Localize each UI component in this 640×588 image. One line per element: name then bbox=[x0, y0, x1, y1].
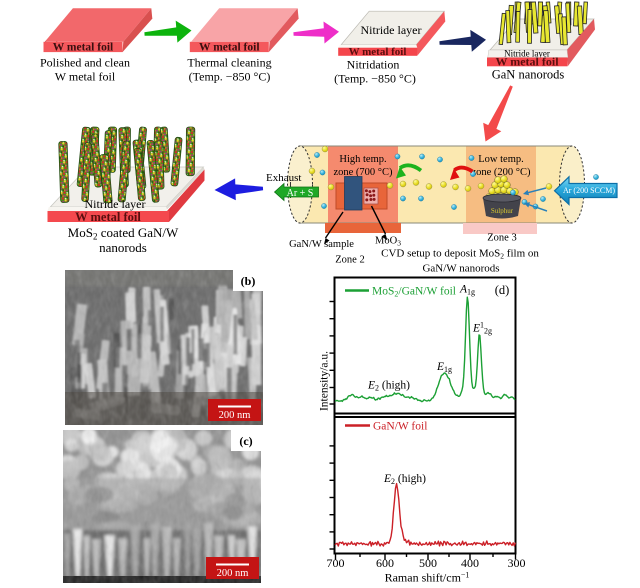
svg-text:Nitride layer: Nitride layer bbox=[504, 48, 550, 58]
svg-text:700: 700 bbox=[327, 556, 345, 570]
svg-text:(Temp. −850 °C): (Temp. −850 °C) bbox=[334, 72, 416, 86]
svg-text:GaN/W sample: GaN/W sample bbox=[289, 239, 354, 250]
svg-text:(c): (c) bbox=[239, 434, 252, 448]
svg-text:(b): (b) bbox=[241, 274, 256, 288]
svg-text:(d): (d) bbox=[495, 283, 510, 297]
svg-text:A1g: A1g bbox=[459, 284, 475, 297]
svg-text:Low temp.: Low temp. bbox=[478, 154, 524, 165]
svg-text:E2 (high): E2 (high) bbox=[383, 473, 426, 486]
svg-text:nanorods: nanorods bbox=[99, 240, 147, 255]
svg-text:zone (700 °C): zone (700 °C) bbox=[333, 167, 393, 178]
svg-text:W metal foil: W metal foil bbox=[495, 54, 559, 68]
svg-text:W metal foil: W metal foil bbox=[349, 46, 407, 58]
svg-text:200 nm: 200 nm bbox=[217, 568, 249, 579]
svg-text:200 nm: 200 nm bbox=[219, 410, 251, 421]
svg-text:MoS2/GaN/W foil: MoS2/GaN/W foil bbox=[372, 286, 456, 299]
svg-text:Zone 2: Zone 2 bbox=[335, 255, 364, 266]
svg-text:600: 600 bbox=[376, 556, 394, 570]
svg-text:Nitride layer: Nitride layer bbox=[85, 197, 146, 211]
svg-text:E1g: E1g bbox=[436, 361, 452, 374]
svg-text:W metal foil: W metal foil bbox=[53, 42, 113, 54]
svg-text:zone (200 °C): zone (200 °C) bbox=[471, 167, 531, 178]
svg-text:500: 500 bbox=[419, 556, 437, 570]
svg-text:MoO3: MoO3 bbox=[375, 236, 401, 248]
svg-text:GaN nanorods: GaN nanorods bbox=[492, 68, 565, 82]
svg-text:Raman shift/cm−1: Raman shift/cm−1 bbox=[385, 571, 470, 585]
svg-text:Ar + S: Ar + S bbox=[287, 188, 314, 199]
svg-text:300: 300 bbox=[508, 556, 526, 570]
svg-text:E12g: E12g bbox=[472, 321, 492, 336]
svg-text:W metal foil: W metal foil bbox=[75, 210, 141, 224]
svg-text:Ar (200 SCCM): Ar (200 SCCM) bbox=[563, 186, 615, 195]
svg-text:High temp.: High temp. bbox=[339, 154, 386, 165]
svg-text:Nitridation: Nitridation bbox=[347, 58, 400, 72]
svg-text:Exhaust: Exhaust bbox=[266, 172, 301, 184]
svg-text:400: 400 bbox=[461, 556, 479, 570]
svg-text:Nitride layer: Nitride layer bbox=[361, 23, 422, 37]
svg-text:Polished and clean: Polished and clean bbox=[40, 56, 130, 70]
svg-text:E2 (high): E2 (high) bbox=[367, 380, 410, 393]
svg-text:Intensity/a.u.: Intensity/a.u. bbox=[319, 351, 331, 411]
svg-text:W metal foil: W metal foil bbox=[55, 70, 116, 84]
svg-text:CVD setup to deposit MoS2 film: CVD setup to deposit MoS2 film on bbox=[381, 248, 539, 261]
svg-text:GaN/W foil: GaN/W foil bbox=[373, 421, 427, 433]
svg-text:GaN/W nanorods: GaN/W nanorods bbox=[422, 263, 499, 275]
svg-text:Sulphur: Sulphur bbox=[491, 207, 514, 215]
svg-text:Thermal cleaning: Thermal cleaning bbox=[187, 56, 271, 70]
svg-text:(Temp. −850 °C): (Temp. −850 °C) bbox=[189, 70, 271, 84]
svg-text:Zone 3: Zone 3 bbox=[487, 233, 516, 244]
svg-text:W metal foil: W metal foil bbox=[199, 42, 259, 54]
